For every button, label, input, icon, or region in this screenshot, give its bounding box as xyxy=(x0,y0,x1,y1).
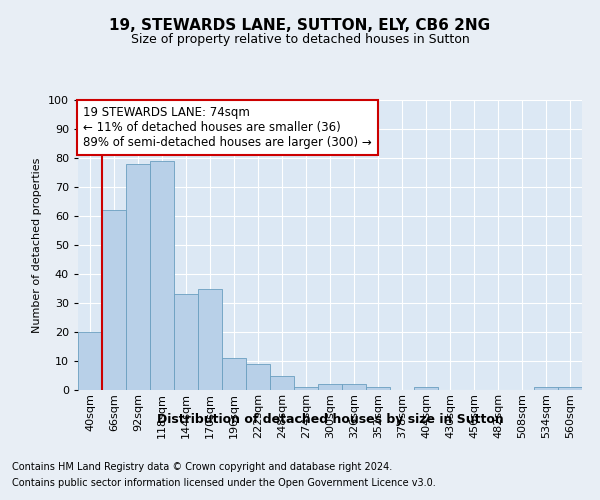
Text: 19, STEWARDS LANE, SUTTON, ELY, CB6 2NG: 19, STEWARDS LANE, SUTTON, ELY, CB6 2NG xyxy=(109,18,491,32)
Y-axis label: Number of detached properties: Number of detached properties xyxy=(32,158,43,332)
Bar xyxy=(174,294,198,390)
Text: Contains HM Land Registry data © Crown copyright and database right 2024.: Contains HM Land Registry data © Crown c… xyxy=(12,462,392,472)
Text: Size of property relative to detached houses in Sutton: Size of property relative to detached ho… xyxy=(131,32,469,46)
Bar xyxy=(366,387,390,390)
Bar xyxy=(102,210,126,390)
Bar xyxy=(246,364,270,390)
Text: Distribution of detached houses by size in Sutton: Distribution of detached houses by size … xyxy=(157,412,503,426)
Bar xyxy=(342,384,366,390)
Bar xyxy=(222,358,246,390)
Bar xyxy=(198,288,222,390)
Bar xyxy=(270,376,294,390)
Text: 19 STEWARDS LANE: 74sqm
← 11% of detached houses are smaller (36)
89% of semi-de: 19 STEWARDS LANE: 74sqm ← 11% of detache… xyxy=(83,106,372,149)
Bar xyxy=(534,387,558,390)
Text: Contains public sector information licensed under the Open Government Licence v3: Contains public sector information licen… xyxy=(12,478,436,488)
Bar xyxy=(294,387,318,390)
Bar xyxy=(414,387,438,390)
Bar xyxy=(78,332,102,390)
Bar xyxy=(150,161,174,390)
Bar xyxy=(558,387,582,390)
Bar xyxy=(126,164,150,390)
Bar xyxy=(318,384,342,390)
